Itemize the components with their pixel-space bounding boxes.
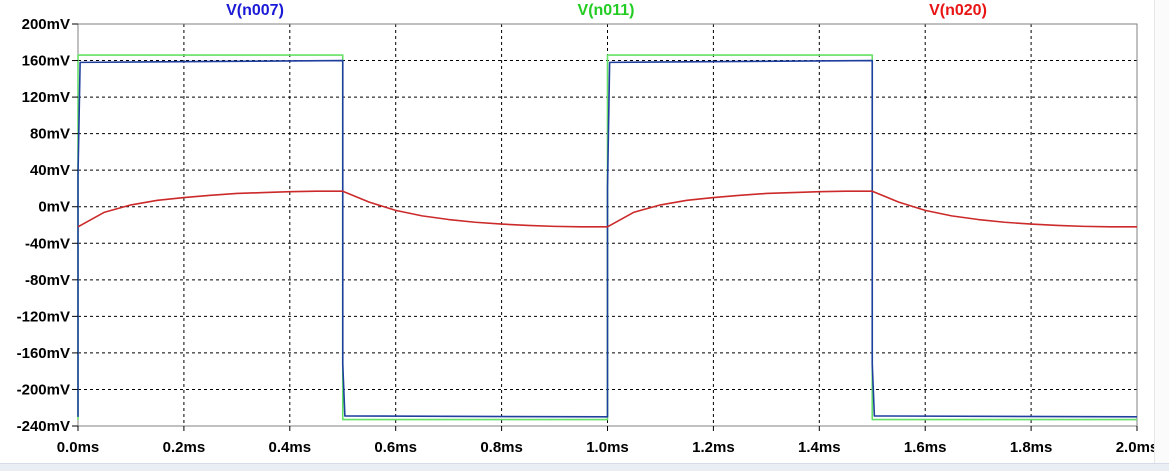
window-bottom-strip <box>0 463 1169 471</box>
y-tick-label: 200mV <box>22 16 70 33</box>
y-tick-label: 0mV <box>38 199 70 216</box>
y-tick-label: -120mV <box>17 308 70 325</box>
x-tick-label: 0.6ms <box>374 439 417 456</box>
x-tick-label: 1.6ms <box>904 439 947 456</box>
y-tick-label: -240mV <box>17 418 70 435</box>
window-right-edge <box>1154 0 1169 463</box>
y-tick-label: -200mV <box>17 381 70 398</box>
x-tick-label: 0.8ms <box>480 439 523 456</box>
x-tick-label: 0.4ms <box>269 439 312 456</box>
x-tick-label: 1.4ms <box>798 439 841 456</box>
y-axis-ticks: 200mV 160mV 120mV 80mV 40mV 0mV -40mV -80mV -120… <box>17 16 78 435</box>
x-tick-label: 1.0ms <box>586 439 629 456</box>
y-tick-label: 160mV <box>22 53 70 70</box>
trace-layer <box>77 54 1138 421</box>
x-tick-label: 0.0ms <box>57 439 100 456</box>
y-tick-label: 80mV <box>30 126 70 143</box>
x-axis-ticks: 0.0ms 0.2ms 0.4ms 0.6ms 0.8ms 1.0ms 1.2ms 1.4ms… <box>57 426 1159 456</box>
trace-vn020 <box>77 190 1137 228</box>
legend-label-vn011[interactable]: V(n011) <box>578 2 635 19</box>
x-tick-label: 1.2ms <box>692 439 735 456</box>
trace-vn007 <box>77 59 1138 418</box>
x-tick-label: 2.0ms <box>1116 439 1159 456</box>
x-tick-label: 0.2ms <box>163 439 206 456</box>
y-tick-label: -160mV <box>17 345 70 362</box>
trace-legend: V(n007) V(n011) V(n020) <box>226 2 987 19</box>
y-tick-label: -80mV <box>25 272 70 289</box>
y-tick-label: -40mV <box>25 235 70 252</box>
y-tick-label: 40mV <box>30 162 70 179</box>
x-tick-label: 1.8ms <box>1010 439 1053 456</box>
legend-label-vn020[interactable]: V(n020) <box>929 2 987 19</box>
y-tick-label: 120mV <box>22 89 70 106</box>
legend-label-vn007[interactable]: V(n007) <box>226 2 284 19</box>
